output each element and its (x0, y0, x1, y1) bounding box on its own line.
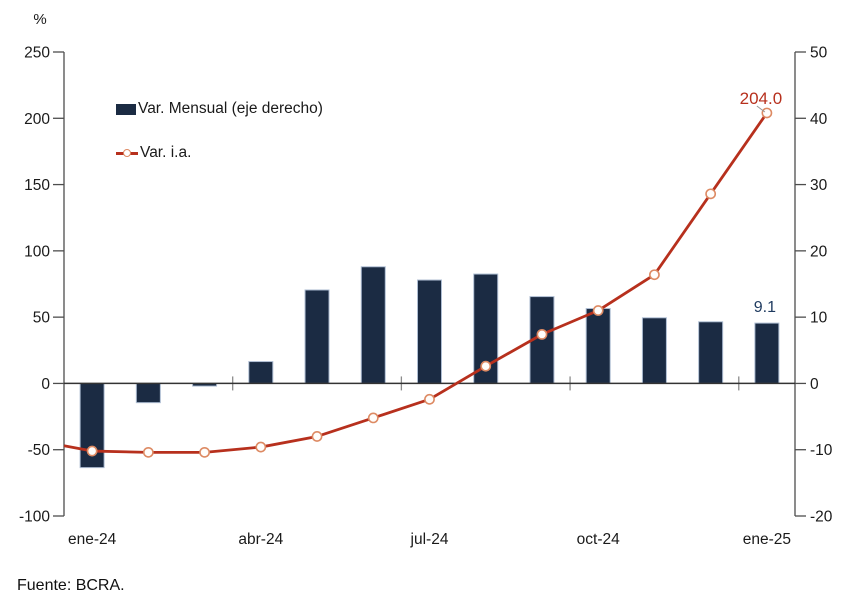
right-axis-tick-label: -20 (810, 509, 833, 526)
left-axis-tick-label: 50 (33, 310, 51, 327)
right-axis-tick-label: 0 (810, 376, 819, 393)
line-series-path (63, 112, 769, 454)
legend-label-bar-series: Var. Mensual (eje derecho) (138, 100, 323, 117)
right-axis-tick-label: 20 (810, 243, 828, 260)
left-axis-unit-label: % (33, 11, 46, 28)
line-series-swatch-icon (116, 148, 138, 159)
line-marker-ene-25 (761, 107, 773, 119)
x-axis-label: ene-24 (68, 531, 117, 548)
bar-series-swatch-icon (116, 103, 136, 115)
legend-item-line-series: Var. i.a. (116, 143, 323, 163)
line-marker-jun-24 (367, 412, 379, 424)
bar-abr-24 (248, 361, 274, 384)
line-marker-abr-24 (255, 441, 267, 453)
x-axis-label: abr-24 (238, 531, 283, 548)
bar-jun-24 (360, 266, 386, 384)
bar-jul-24 (417, 279, 442, 384)
bar-feb-24 (135, 382, 161, 404)
legend-item-bar-series: Var. Mensual (eje derecho) (116, 99, 323, 119)
bar-end-value-label: 9.1 (754, 299, 776, 316)
left-axis-tick-label: -100 (19, 509, 50, 526)
bar-dic-24 (698, 321, 724, 384)
line-marker-feb-24 (142, 446, 154, 458)
right-axis-tick-label: 10 (810, 310, 828, 327)
x-axis-label: jul-24 (410, 531, 449, 548)
line-end-value-label: 204.0 (740, 89, 783, 108)
line-marker-may-24 (311, 431, 323, 442)
line-marker-mar-24 (199, 446, 210, 458)
left-axis-tick-label: 100 (24, 243, 50, 260)
bar-nov-24 (641, 317, 667, 384)
line-marker-oct-24 (592, 305, 604, 316)
line-marker-dic-24 (705, 188, 717, 200)
left-axis-tick-label: 200 (24, 111, 50, 128)
left-axis-tick-label: 150 (24, 177, 50, 194)
source-note: Fuente: BCRA. (17, 577, 125, 594)
chart-canvas: 250200150100500-50-100%50403020100-10-20… (19, 11, 833, 548)
left-axis-tick-label: 250 (24, 45, 50, 62)
right-axis-tick-label: 50 (810, 45, 828, 62)
bar-oct-24 (585, 308, 611, 384)
bar-may-24 (304, 289, 330, 384)
x-axis-label: oct-24 (577, 531, 620, 548)
right-axis-tick-label: -10 (810, 442, 833, 459)
right-axis-tick-label: 40 (810, 111, 828, 128)
annotation-leader-line (756, 105, 766, 113)
x-axis-label: ene-25 (743, 531, 791, 548)
left-axis-tick-label: 0 (41, 376, 50, 393)
legend-label-line-series: Var. i.a. (140, 144, 192, 161)
left-axis-tick-label: -50 (28, 442, 51, 459)
line-marker-nov-24 (649, 269, 660, 281)
line-marker-sep-24 (536, 328, 548, 340)
bar-ene-25 (754, 322, 780, 384)
right-axis-tick-label: 30 (810, 177, 828, 194)
line-marker-ago-24 (480, 360, 492, 372)
line-marker-ene-24 (86, 445, 98, 457)
chart-legend: Var. Mensual (eje derecho) Var. i.a. (116, 99, 323, 163)
line-swatch-marker (122, 149, 131, 157)
line-marker-jul-24 (424, 393, 435, 405)
